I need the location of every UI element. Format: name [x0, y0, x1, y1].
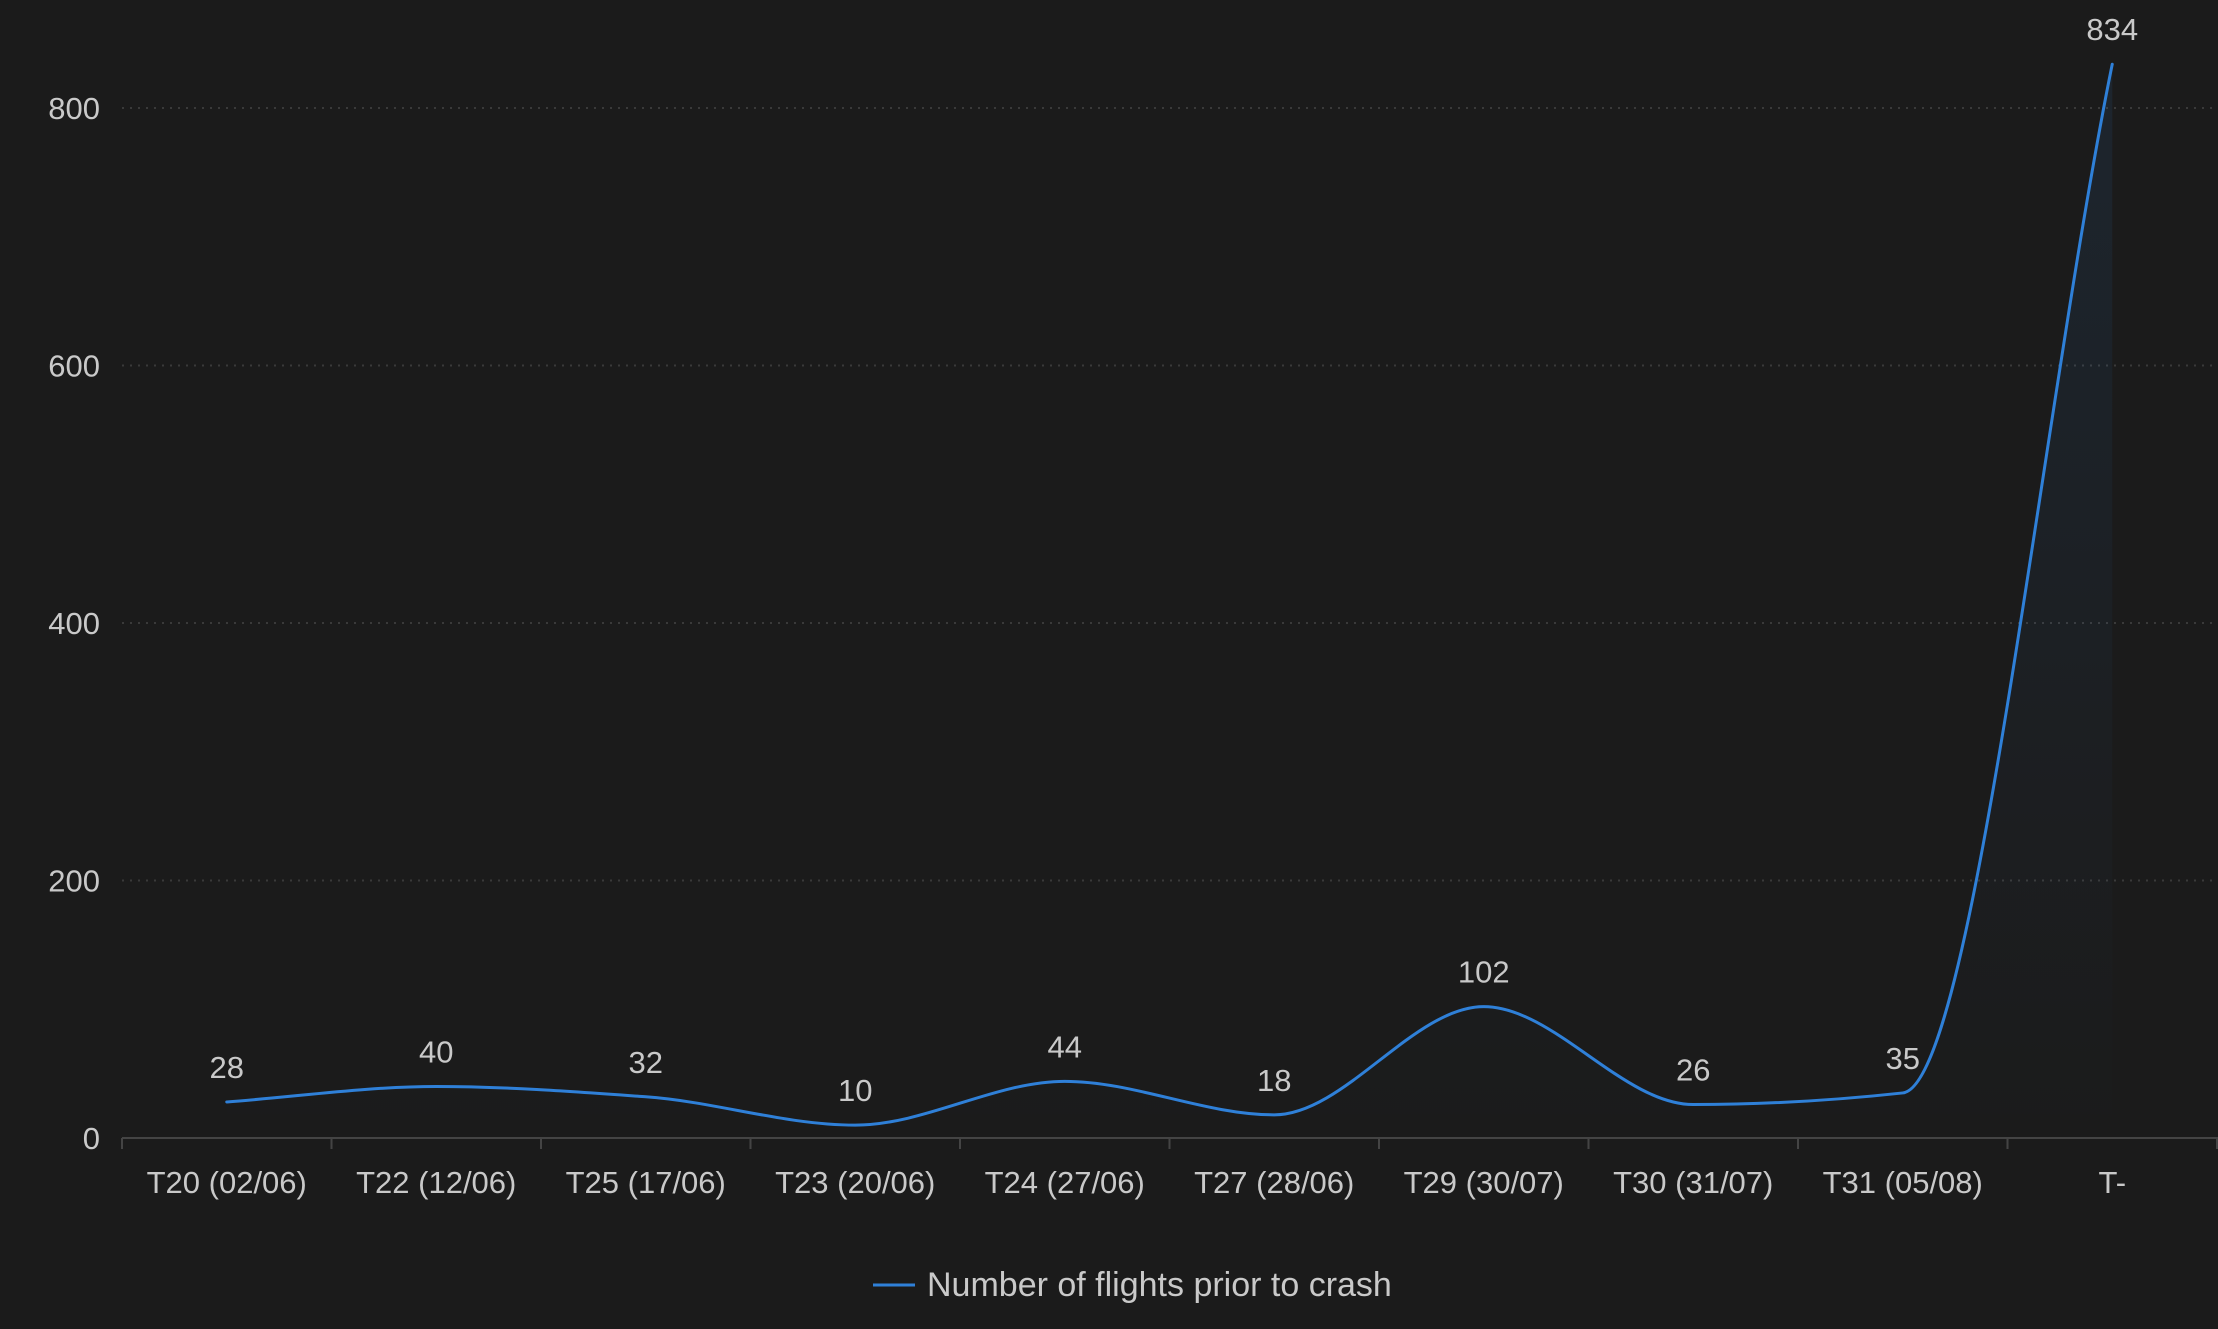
data-label: 35 [1886, 1041, 1920, 1076]
data-labels: 28 40 32 10 44 18 102 26 35 834 [210, 12, 2139, 1108]
data-label: 32 [629, 1045, 663, 1080]
y-tick-label: 800 [48, 91, 100, 126]
y-tick-label: 600 [48, 349, 100, 384]
x-axis [121, 1137, 2218, 1149]
x-tick-labels: T20 (02/06) T22 (12/06) T25 (17/06) T23 (20… [147, 1165, 2126, 1200]
grid [122, 107, 2218, 882]
series-line [225, 62, 2114, 1127]
x-tick-label: T22 (12/06) [356, 1165, 516, 1200]
series-area [226, 64, 2113, 1139]
x-tick-label: T23 (20/06) [775, 1165, 935, 1200]
data-label: 40 [419, 1035, 453, 1070]
data-label: 10 [838, 1073, 872, 1108]
x-tick-label: T24 (27/06) [985, 1165, 1145, 1200]
data-label: 18 [1257, 1063, 1291, 1098]
data-label: 834 [2086, 12, 2138, 47]
data-label: 26 [1676, 1053, 1710, 1088]
x-tick-label: T30 (31/07) [1613, 1165, 1773, 1200]
x-tick-label: T25 (17/06) [566, 1165, 726, 1200]
data-label: 44 [1048, 1029, 1082, 1064]
x-tick-label: T29 (30/07) [1404, 1165, 1564, 1200]
y-axis: 0 200 400 600 800 [48, 91, 100, 1156]
legend-label: Number of flights prior to crash [927, 1266, 1392, 1304]
y-tick-label: 0 [83, 1121, 100, 1156]
x-tick-label: T20 (02/06) [147, 1165, 307, 1200]
y-tick-label: 200 [48, 864, 100, 899]
x-tick-label: T27 (28/06) [1194, 1165, 1354, 1200]
series [225, 62, 2114, 1139]
y-tick-label: 400 [48, 606, 100, 641]
legend[interactable]: Number of flights prior to crash [873, 1266, 1392, 1304]
x-tick-label: T31 (05/08) [1823, 1165, 1983, 1200]
x-tick-label: T- [2098, 1165, 2126, 1200]
data-label: 28 [210, 1050, 244, 1085]
data-label: 102 [1458, 955, 1510, 990]
